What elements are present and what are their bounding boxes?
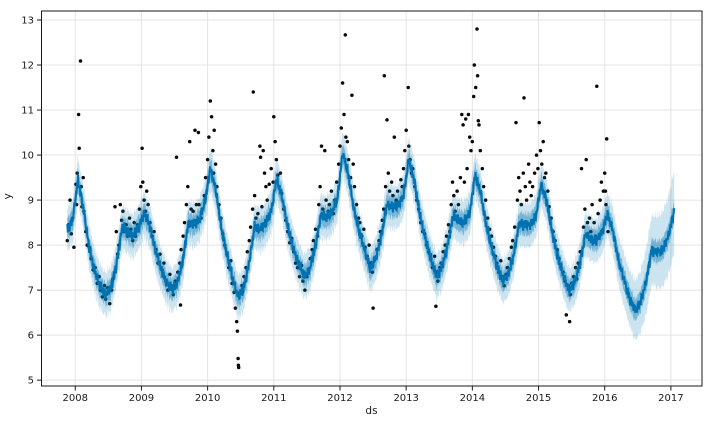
y-tick-label: 5 [28,376,34,387]
x-tick-label: 2011 [261,393,286,404]
x-tick-label: 2012 [327,393,352,404]
x-tick-label: 2013 [393,393,418,404]
x-axis-title: ds [365,405,378,417]
x-tick-label: 2017 [658,393,683,404]
x-tick-label: 2015 [526,393,551,404]
y-tick-label: 13 [21,16,34,27]
plot-spines [41,10,703,387]
forecast-line [66,153,676,313]
y-tick-label: 11 [21,106,34,117]
y-tick-label: 10 [21,151,34,162]
y-tick-label: 7 [28,286,34,297]
tick-labels: 2008 2009 2010 2011 2012 2013 2014 2015 2016 2017… [21,16,683,404]
x-tick-label: 2009 [129,393,154,404]
x-tick-label: 2014 [460,393,485,404]
x-tick-label: 2010 [195,393,220,404]
y-tick-label: 6 [28,331,34,342]
y-axis-title: y [1,193,14,200]
y-tick-label: 12 [21,61,34,72]
y-tick-label: 9 [28,196,34,207]
tick-marks [37,19,672,391]
x-tick-label: 2008 [63,393,88,404]
grid-lines [41,11,702,386]
y-tick-label: 8 [28,241,34,252]
x-tick-label: 2016 [592,393,617,404]
